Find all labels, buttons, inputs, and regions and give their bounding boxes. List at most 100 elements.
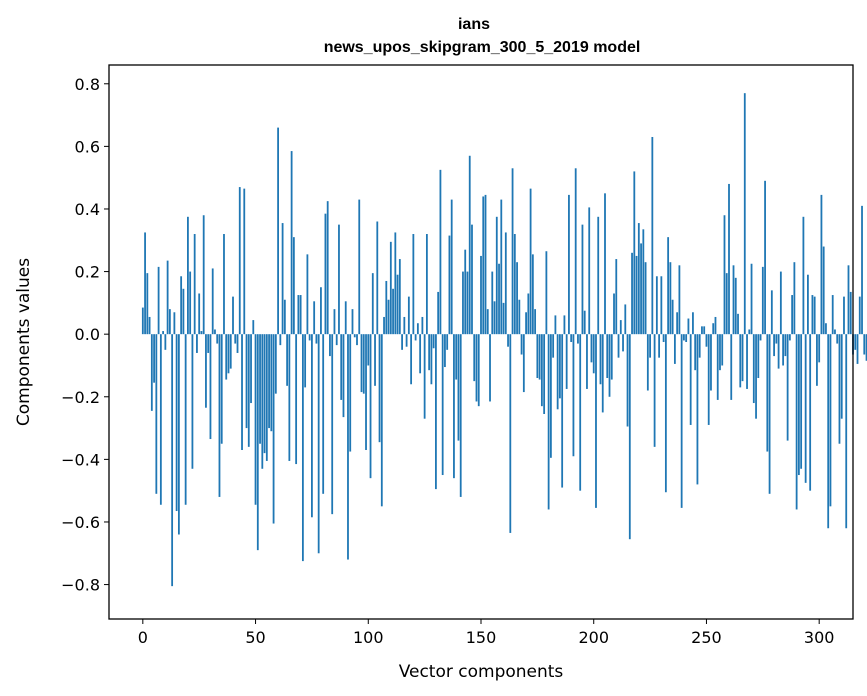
bar [511,168,514,335]
bar [171,334,174,587]
bar [770,290,773,335]
bar [193,234,196,335]
bar [202,215,205,335]
bar [342,334,345,418]
bar [543,334,546,414]
bar [631,252,633,335]
bar [673,334,676,364]
bar [495,216,498,335]
bar [425,234,428,335]
bar [274,334,277,394]
x-tick-label: 250 [691,628,722,647]
bar [317,334,320,554]
bar [376,221,379,335]
bar [793,262,796,335]
bar [601,334,604,413]
bar [730,334,733,400]
bar [256,334,259,551]
bar [209,334,212,440]
bar [369,334,372,479]
bar [863,334,866,355]
bar [692,312,694,335]
bar [486,309,489,335]
bar [405,334,408,347]
bar [407,296,410,335]
bar [671,299,674,335]
bar [696,334,699,485]
y-tick-label: 0.2 [75,263,100,282]
bar [396,274,399,335]
bar [816,334,818,386]
bar [144,232,146,335]
bar [716,334,719,400]
x-tick-label: 300 [804,628,835,647]
bar [586,334,588,389]
bar [200,331,203,335]
bar [468,155,471,335]
bar [588,207,591,335]
bar [559,334,561,399]
bar [784,334,787,357]
bar [563,315,566,335]
bar [680,334,683,508]
bar [813,296,816,335]
bar [277,127,279,335]
bar [437,291,440,335]
bar [173,312,176,335]
bar [694,334,697,371]
bar [234,334,237,344]
bar [177,334,180,535]
bar [462,271,464,335]
bar [480,255,482,335]
bar [572,334,575,457]
bar [414,334,417,341]
y-tick-label: 0.8 [75,75,100,94]
bar [561,334,564,488]
bar [791,295,794,335]
bar [286,334,289,386]
bar [698,334,701,358]
bar [493,301,496,335]
bar [198,293,201,335]
bar [389,241,392,335]
y-tick-label: −0.8 [61,576,100,595]
bar [707,334,710,425]
bar [534,309,537,335]
bar [579,334,582,491]
bar [655,276,658,335]
bar [802,216,805,335]
bar [448,235,451,335]
bar [683,334,685,341]
bar [743,93,746,335]
bar [764,180,766,335]
bar [849,291,852,335]
bar [710,334,712,391]
bar [459,334,462,497]
bar [241,334,243,450]
bar [398,259,401,335]
bar [583,310,586,335]
bar [263,334,266,454]
bar [265,334,268,461]
bar [775,334,778,344]
x-tick-label: 150 [466,628,497,647]
bar [827,334,830,529]
bar [175,334,178,512]
bar [238,187,241,335]
bar [223,234,225,335]
bar [628,334,631,540]
bar [308,334,311,341]
bar [148,316,151,335]
bar [500,199,503,335]
bar [392,288,394,335]
bar [525,312,527,335]
bar [344,301,347,335]
bar [335,334,338,346]
bar [617,334,620,358]
bar [331,334,334,515]
bar [507,334,509,347]
bar [786,334,789,441]
bar [782,334,785,366]
x-tick-label: 50 [245,628,265,647]
bar [854,334,857,350]
